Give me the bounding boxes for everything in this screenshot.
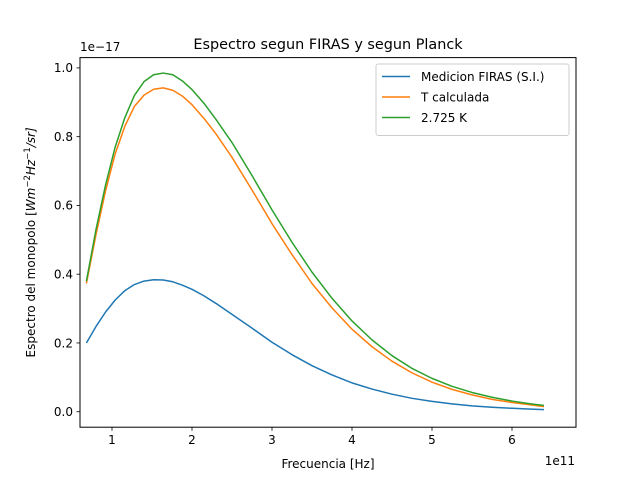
y-tick-label-4: 0.8 [54, 130, 73, 144]
plot-area [79, 57, 577, 428]
x-tick-label-2: 3 [268, 433, 276, 447]
y-label-hz: Hz [24, 159, 38, 175]
x-axis: 1 2 3 4 5 6 [108, 427, 516, 447]
legend-label-1: T calculada [420, 90, 489, 104]
y-label-exp2: −1 [23, 147, 33, 160]
plot-frame [79, 57, 577, 428]
x-tick-label-5: 6 [508, 433, 516, 447]
x-tick-label-3: 4 [348, 433, 356, 447]
y-tick-label-2: 0.4 [54, 268, 73, 282]
y-axis: 0.0 0.2 0.4 0.6 0.8 1.0 [54, 61, 80, 419]
legend-label-0: Medicion FIRAS (S.I.) [421, 70, 544, 84]
x-tick-label-4: 5 [428, 433, 436, 447]
legend-label-2: 2.725 K [421, 111, 468, 125]
series-layer [85, 72, 545, 411]
x-tick-label-0: 1 [108, 433, 116, 447]
x-offset-label: 1e11 [545, 454, 575, 468]
y-axis-label: Espectro del monopolo [Wm−2Hz−1/sr] [23, 127, 38, 357]
y-label-exp1: −2 [23, 175, 33, 188]
series-line-1 [85, 87, 545, 408]
legend: Medicion FIRAS (S.I.) T calculada 2.725 K [375, 63, 570, 136]
x-axis-label: Frecuencia [Hz] [281, 457, 374, 471]
y-tick-label-5: 1.0 [54, 61, 73, 75]
y-tick-label-1: 0.2 [54, 336, 73, 350]
legend-box [375, 63, 570, 136]
y-tick-label-3: 0.6 [54, 199, 73, 213]
y-label-suffix: /sr] [24, 127, 38, 148]
y-offset-label: 1e−17 [80, 40, 120, 54]
x-tick-label-1: 2 [188, 433, 196, 447]
series-line-0 [85, 278, 545, 411]
y-tick-label-0: 0.0 [54, 405, 73, 419]
y-label-prefix: Espectro del monopolo [ [24, 211, 38, 357]
series-line-2 [85, 72, 545, 407]
chart-title: Espectro segun FIRAS y segun Planck [193, 37, 463, 53]
y-label-wm: Wm [24, 188, 38, 212]
